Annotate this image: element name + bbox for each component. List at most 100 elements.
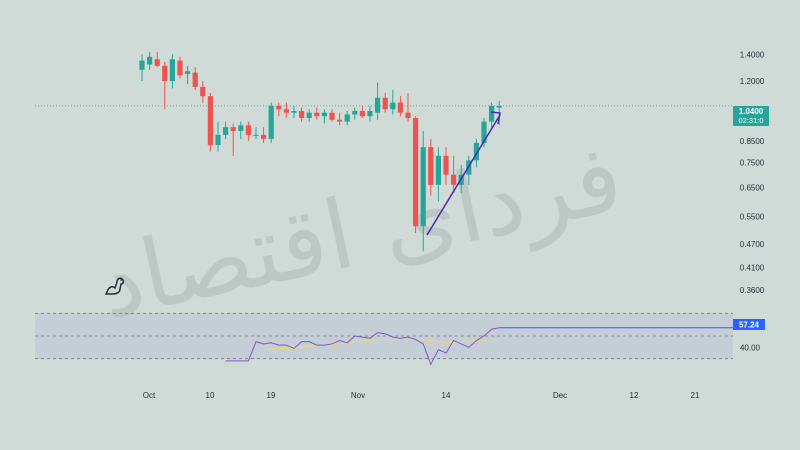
candle[interactable] xyxy=(451,155,457,193)
candle[interactable] xyxy=(253,127,259,139)
candle[interactable] xyxy=(481,117,487,148)
candle-body xyxy=(435,155,441,185)
rsi-last-value-bg xyxy=(733,319,765,330)
time-tick-label: Dec xyxy=(553,391,567,400)
last-price-value: 1.0400 xyxy=(739,107,764,116)
candle-body xyxy=(291,110,297,113)
candle[interactable] xyxy=(435,147,441,202)
rsi-tick-label: 40.00 xyxy=(740,343,761,352)
candle-body xyxy=(169,59,175,82)
candle-body xyxy=(397,102,403,113)
candle[interactable] xyxy=(185,65,191,84)
price-axis[interactable]: 1.4000 1.2000 0.8500 0.7500 0.6500 0.5500 0.47… xyxy=(740,50,765,295)
candle[interactable] xyxy=(299,107,305,122)
candle[interactable] xyxy=(405,93,411,122)
candle[interactable] xyxy=(261,127,267,143)
candle-body xyxy=(177,60,183,76)
candle[interactable] xyxy=(314,107,320,120)
candle[interactable] xyxy=(306,109,312,122)
candle[interactable] xyxy=(276,102,282,117)
candle[interactable] xyxy=(443,147,449,185)
candle-body xyxy=(314,112,320,117)
candle-body xyxy=(261,134,267,139)
rsi-line[interactable] xyxy=(225,327,500,366)
candle[interactable] xyxy=(321,109,327,124)
last-price-tag[interactable]: 1.0400 02:31:0 xyxy=(733,106,769,126)
candle[interactable] xyxy=(283,102,289,118)
candle[interactable] xyxy=(337,112,343,126)
candle[interactable] xyxy=(268,102,274,143)
candle[interactable] xyxy=(397,96,403,117)
candle-body xyxy=(496,105,502,108)
candle-body xyxy=(443,155,449,175)
candle-body xyxy=(367,110,373,117)
candle-body xyxy=(154,59,160,66)
candle-body xyxy=(337,119,343,122)
candle[interactable] xyxy=(489,102,495,128)
candle[interactable] xyxy=(215,121,221,152)
price-pane[interactable] xyxy=(139,51,502,252)
time-tick-label: Nov xyxy=(351,391,365,400)
candle-body xyxy=(405,112,411,118)
candle-body xyxy=(359,110,365,117)
last-price-tag-bg xyxy=(733,106,769,126)
time-axis[interactable]: Oct 10 19 Nov 14 Dec 12 21 xyxy=(143,391,700,400)
candle[interactable] xyxy=(413,116,419,234)
candle[interactable] xyxy=(245,121,251,141)
dinosaur-logo-icon[interactable] xyxy=(104,277,125,295)
trend-arrow[interactable] xyxy=(426,114,501,236)
rsi-pane[interactable] xyxy=(35,312,733,366)
candle[interactable] xyxy=(147,51,153,70)
candle[interactable] xyxy=(192,67,198,90)
candle-body xyxy=(139,60,145,70)
candle[interactable] xyxy=(352,107,358,120)
candle[interactable] xyxy=(207,93,213,152)
candle-body xyxy=(375,97,381,113)
candle-body xyxy=(382,97,388,110)
time-tick-label: 10 xyxy=(206,391,215,400)
candle[interactable] xyxy=(420,130,426,252)
candle[interactable] xyxy=(329,109,335,122)
candle[interactable] xyxy=(344,110,350,126)
candle[interactable] xyxy=(223,121,229,139)
candle-body xyxy=(200,86,206,97)
candle-body xyxy=(283,109,289,113)
candle[interactable] xyxy=(200,81,206,103)
candle[interactable] xyxy=(169,54,175,89)
candle[interactable] xyxy=(428,138,434,196)
candle[interactable] xyxy=(291,105,297,118)
candle-body xyxy=(321,112,327,117)
time-tick-label: 12 xyxy=(630,391,639,400)
candle[interactable] xyxy=(375,82,381,120)
rsi-ma-line[interactable] xyxy=(263,338,500,351)
candle-body xyxy=(268,105,274,139)
candle-body xyxy=(299,110,305,118)
candle[interactable] xyxy=(238,121,244,139)
price-tick-label: 0.3600 xyxy=(740,286,765,295)
price-tick-label: 0.8500 xyxy=(740,137,765,146)
candle[interactable] xyxy=(162,61,168,110)
candle[interactable] xyxy=(230,123,236,156)
candle-body xyxy=(276,105,282,110)
price-tick-label: 0.5500 xyxy=(740,212,765,221)
rsi-last-value-tag[interactable]: 57.24 xyxy=(733,319,765,330)
candle-body xyxy=(413,117,419,227)
time-tick-label: 14 xyxy=(442,391,451,400)
candle[interactable] xyxy=(382,93,388,113)
candle[interactable] xyxy=(154,51,160,68)
time-tick-label: 19 xyxy=(267,391,276,400)
candle-body xyxy=(481,121,487,143)
candle-body xyxy=(230,127,236,131)
price-tick-label: 1.2000 xyxy=(740,77,765,86)
candle-body xyxy=(489,105,495,122)
price-tick-label: 0.4700 xyxy=(740,240,765,249)
candle[interactable] xyxy=(359,105,365,118)
candle[interactable] xyxy=(367,105,373,122)
candle-body xyxy=(245,125,251,135)
candle[interactable] xyxy=(177,56,183,79)
candle[interactable] xyxy=(139,54,145,82)
candle-body xyxy=(306,112,312,118)
candle-body xyxy=(185,71,191,74)
